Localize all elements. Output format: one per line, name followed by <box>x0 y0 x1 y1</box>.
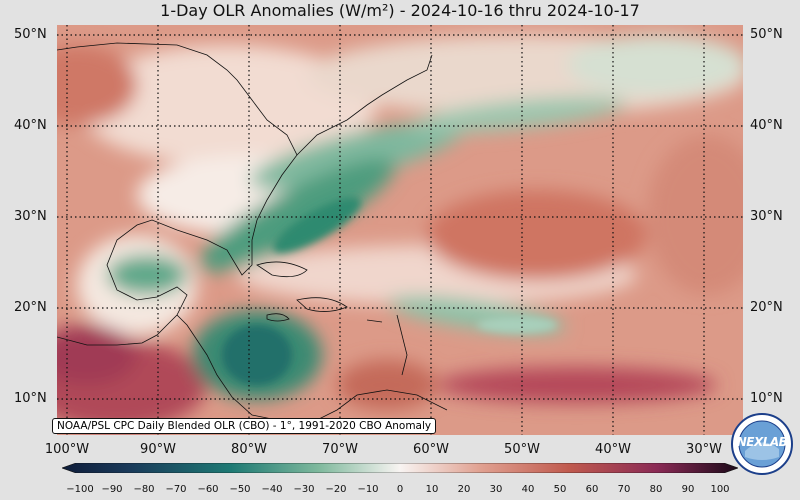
colorbar-tick-label: −30 <box>293 484 315 495</box>
lat-label-right: 30°N <box>750 209 783 224</box>
colorbar-tick-label: 70 <box>617 484 631 495</box>
lon-label: 90°W <box>140 442 176 457</box>
coastlines <box>57 42 448 426</box>
colorbar-tick-label: −50 <box>229 484 251 495</box>
lat-label-right: 50°N <box>750 27 783 42</box>
colorbar-tick-label: 30 <box>489 484 503 495</box>
nexlab-logo: NEXLAB <box>731 413 793 475</box>
colorbar-tick-label: 0 <box>396 484 404 495</box>
colorbar-tick-label: −100 <box>66 484 94 495</box>
lon-label: 80°W <box>231 442 267 457</box>
lon-label: 100°W <box>44 442 90 457</box>
anomaly-field <box>57 25 743 435</box>
colorbar-tick-label: −80 <box>133 484 155 495</box>
gridlines <box>57 25 743 435</box>
lon-label: 60°W <box>413 442 449 457</box>
colorbar-tick-label: 40 <box>521 484 535 495</box>
map-title: 1-Day OLR Anomalies (W/m²) - 2024-10-16 … <box>160 1 640 20</box>
lat-label-right: 40°N <box>750 118 783 133</box>
lat-label-right: 20°N <box>750 300 783 315</box>
lon-label: 50°W <box>504 442 540 457</box>
colorbar-tick-label: 90 <box>681 484 695 495</box>
lat-label-left: 10°N <box>14 391 47 406</box>
colorbar-tick-label: −70 <box>165 484 187 495</box>
logo-text: NEXLAB <box>736 435 788 449</box>
colorbar-tick-label: 80 <box>649 484 663 495</box>
colorbar-tick-label: −10 <box>357 484 379 495</box>
lat-label-left: 30°N <box>14 209 47 224</box>
lat-label-right: 10°N <box>750 391 783 406</box>
lon-label: 70°W <box>322 442 358 457</box>
colorbar-tick-label: 10 <box>425 484 439 495</box>
olr-anomaly-map <box>57 25 743 435</box>
colorbar-tick-label: 100 <box>710 484 730 495</box>
lat-label-left: 20°N <box>14 300 47 315</box>
colorbar-tick-label: −90 <box>101 484 123 495</box>
colorbar <box>62 463 738 473</box>
colorbar-tick-label: −20 <box>325 484 347 495</box>
lon-label: 30°W <box>686 442 722 457</box>
colorbar-tick-label: 20 <box>457 484 471 495</box>
colorbar-tick-label: −40 <box>261 484 283 495</box>
data-source-credit: NOAA/PSL CPC Daily Blended OLR (CBO) - 1… <box>52 418 437 434</box>
colorbar-tick-label: 50 <box>553 484 567 495</box>
colorbar-tick-label: 60 <box>585 484 599 495</box>
lat-label-left: 40°N <box>14 118 47 133</box>
colorbar-tick-label: −60 <box>197 484 219 495</box>
lon-label: 40°W <box>595 442 631 457</box>
lat-label-left: 50°N <box>14 27 47 42</box>
